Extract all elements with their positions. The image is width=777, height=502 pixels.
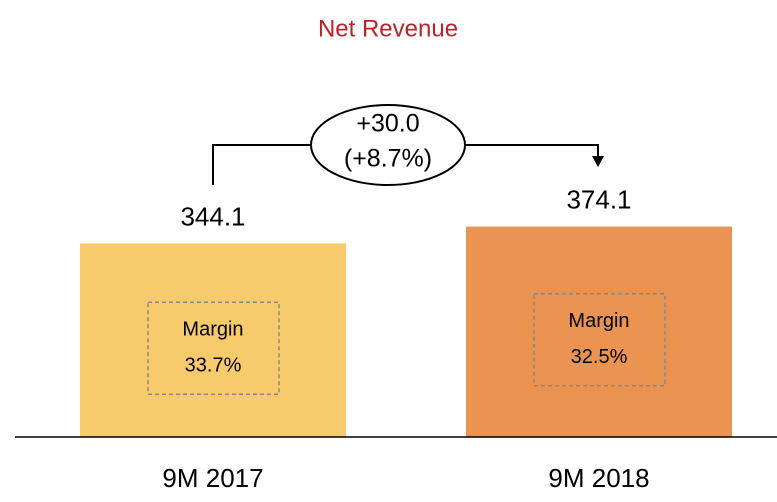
chart-title: Net Revenue [318,15,458,42]
margin-box [147,301,280,395]
delta-value: +30.0 [356,110,419,138]
bracket-left [212,144,311,185]
margin-label: Margin [182,319,243,341]
margin-value: 33.7% [185,355,242,377]
margin-value: 32.5% [571,346,628,368]
delta-percent: (+8.7%) [344,145,432,173]
bar [466,226,732,437]
delta-ellipse [310,104,466,186]
value-label: 344.1 [180,201,245,231]
margin-box [533,293,666,387]
bracket-right [465,144,599,158]
x-tick-label: 9M 2017 [162,463,263,493]
delta-bracket [212,104,599,186]
x-tick-label: 9M 2018 [548,463,649,493]
value-label: 374.1 [566,184,631,214]
margin-label: Margin [568,310,629,332]
bar [80,243,346,437]
arrow-head [592,156,604,167]
